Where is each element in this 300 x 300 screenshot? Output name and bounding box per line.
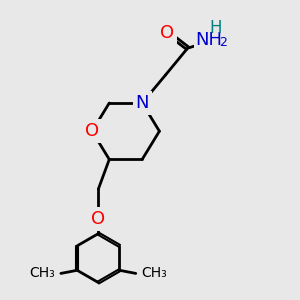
Text: O: O bbox=[85, 122, 99, 140]
Text: CH₃: CH₃ bbox=[141, 266, 167, 280]
Text: N: N bbox=[135, 94, 149, 112]
Text: O: O bbox=[91, 210, 105, 228]
Text: CH₃: CH₃ bbox=[29, 266, 55, 280]
Text: O: O bbox=[160, 23, 174, 41]
Text: NH: NH bbox=[195, 32, 222, 50]
Text: 2: 2 bbox=[219, 36, 226, 49]
Text: H: H bbox=[209, 20, 222, 38]
